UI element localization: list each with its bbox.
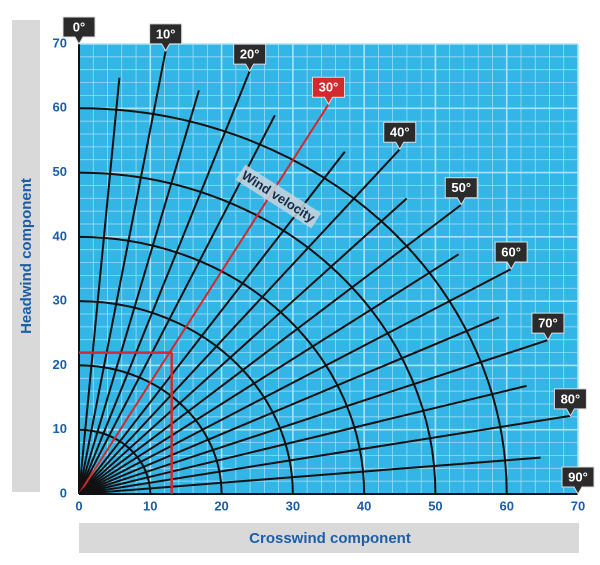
angle-badge: 50° <box>444 177 478 206</box>
radial-line <box>78 316 500 495</box>
angle-label: 20° <box>240 47 260 62</box>
badge-shape <box>444 177 478 206</box>
radial-line <box>78 414 571 495</box>
angle-badge: 60° <box>494 241 528 271</box>
badge-shape <box>383 121 417 151</box>
y-tick-label: 20 <box>53 357 67 372</box>
radial-line <box>78 268 512 495</box>
radial-line <box>78 148 401 495</box>
angle-label: 30° <box>319 80 339 95</box>
radial-line <box>78 50 167 495</box>
angle-badge: 80° <box>553 388 587 417</box>
badge-shape <box>553 388 587 417</box>
velocity-label-bg <box>235 164 322 229</box>
x-tick-label: 60 <box>499 498 513 513</box>
x-label-bar <box>79 523 579 553</box>
angle-badge: 70° <box>531 312 565 342</box>
angle-label: 70° <box>538 316 558 331</box>
radial-line <box>78 203 462 495</box>
angle-label: 80° <box>561 391 581 406</box>
badge-shape <box>561 466 595 496</box>
angle-badge: 10° <box>149 23 183 52</box>
x-tick-label: 0 <box>75 498 82 513</box>
badge-shape <box>531 312 565 342</box>
angle-label: 90° <box>568 469 588 484</box>
badge-shape <box>62 16 96 46</box>
angle-label: 50° <box>451 180 471 195</box>
y-tick-label: 0 <box>60 485 67 500</box>
radial-line <box>78 103 330 495</box>
y-tick-label: 50 <box>53 164 67 179</box>
y-axis-title: Headwind component <box>18 178 35 334</box>
angle-badge: 90° <box>561 466 595 496</box>
radial-line <box>78 253 460 495</box>
angle-label: 40° <box>390 125 410 140</box>
angle-label: 0° <box>73 19 85 34</box>
radial-line <box>78 90 200 495</box>
angle-badge: 20° <box>233 43 267 73</box>
angle-badge: 40° <box>383 121 417 151</box>
badge-shape <box>494 241 528 271</box>
x-tick-label: 40 <box>357 498 371 513</box>
badge-shape <box>233 43 267 73</box>
radial-line <box>78 339 549 495</box>
y-tick-label: 30 <box>53 293 67 308</box>
radial-line <box>78 77 121 495</box>
x-tick-label: 20 <box>214 498 228 513</box>
angle-label: 10° <box>156 26 176 41</box>
x-tick-label: 70 <box>571 498 585 513</box>
angle-label: 60° <box>501 244 521 259</box>
y-tick-label: 40 <box>53 228 67 243</box>
x-axis-title: Crosswind component <box>249 530 411 547</box>
y-tick-label: 10 <box>53 421 67 436</box>
badge-shape <box>312 76 345 106</box>
x-tick-label: 50 <box>428 498 442 513</box>
badge-shape <box>149 23 183 52</box>
radial-line <box>78 384 527 495</box>
y-label-bar <box>12 20 40 492</box>
angle-badge: 0° <box>62 16 96 46</box>
angle-badge: 30° <box>312 76 345 106</box>
radial-line <box>78 456 541 495</box>
y-tick-label: 60 <box>53 100 67 115</box>
x-tick-label: 10 <box>143 498 157 513</box>
radial-line <box>78 70 251 495</box>
highlight-link <box>169 350 173 354</box>
y-tick-label: 70 <box>53 35 67 50</box>
radial-line <box>78 197 408 495</box>
x-tick-label: 30 <box>286 498 300 513</box>
